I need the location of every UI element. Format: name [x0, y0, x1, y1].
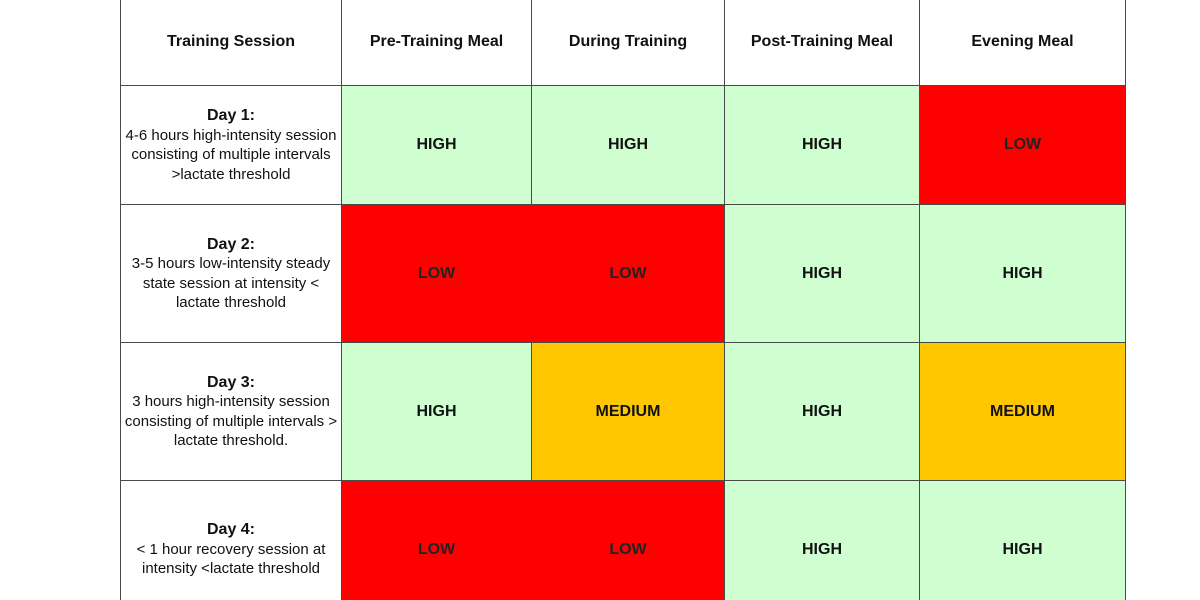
header-during-training: During Training: [531, 0, 725, 86]
level-cell: HIGH: [724, 342, 920, 481]
session-description: < 1 hour recovery session at intensity <…: [136, 540, 326, 578]
level-cell: LOW: [531, 480, 725, 600]
level-cell: LOW: [531, 204, 725, 343]
level-cell: LOW: [341, 204, 532, 343]
level-cell: HIGH: [919, 204, 1126, 343]
session-description: 3 hours high-intensity session consistin…: [124, 393, 338, 449]
level-cell: MEDIUM: [531, 342, 725, 481]
table-row: Day 1: 4-6 hours high-intensity session …: [120, 85, 1126, 205]
session-day-label: Day 2:: [206, 235, 256, 253]
session-day-label: Day 1:: [206, 107, 256, 124]
session-day-label: Day 4:: [206, 521, 256, 539]
level-cell: HIGH: [724, 204, 920, 343]
header-post-training-meal: Post-Training Meal: [724, 0, 920, 86]
header-pre-training-meal: Pre-Training Meal: [341, 0, 532, 86]
session-cell-day-3: Day 3: 3 hours high-intensity session co…: [120, 342, 342, 481]
level-cell: MEDIUM: [919, 342, 1126, 481]
level-cell: LOW: [919, 85, 1126, 205]
level-cell: HIGH: [724, 85, 920, 205]
session-cell-day-1: Day 1: 4-6 hours high-intensity session …: [120, 85, 342, 205]
level-cell: HIGH: [919, 480, 1126, 600]
session-day-label: Day 3:: [206, 373, 256, 391]
header-training-session: Training Session: [120, 0, 342, 86]
header-row: Training Session Pre-Training Meal Durin…: [120, 0, 1126, 86]
level-cell: HIGH: [724, 480, 920, 600]
level-cell: HIGH: [531, 85, 725, 205]
level-cell: HIGH: [341, 342, 532, 481]
table-row: Day 3: 3 hours high-intensity session co…: [120, 342, 1126, 481]
table-row: Day 4: < 1 hour recovery session at inte…: [120, 480, 1126, 600]
table-row: Day 2: 3-5 hours low-intensity steady st…: [120, 204, 1126, 343]
level-cell: LOW: [341, 480, 532, 600]
session-description: 3-5 hours low-intensity steady state ses…: [131, 255, 331, 311]
header-evening-meal: Evening Meal: [919, 0, 1126, 86]
session-description: 4-6 hours high-intensity session consist…: [125, 126, 337, 183]
carbohydrate-periodization-table: Training Session Pre-Training Meal Durin…: [120, 0, 1126, 600]
level-cell: HIGH: [341, 85, 532, 205]
session-cell-day-2: Day 2: 3-5 hours low-intensity steady st…: [120, 204, 342, 343]
session-cell-day-4: Day 4: < 1 hour recovery session at inte…: [120, 480, 342, 600]
